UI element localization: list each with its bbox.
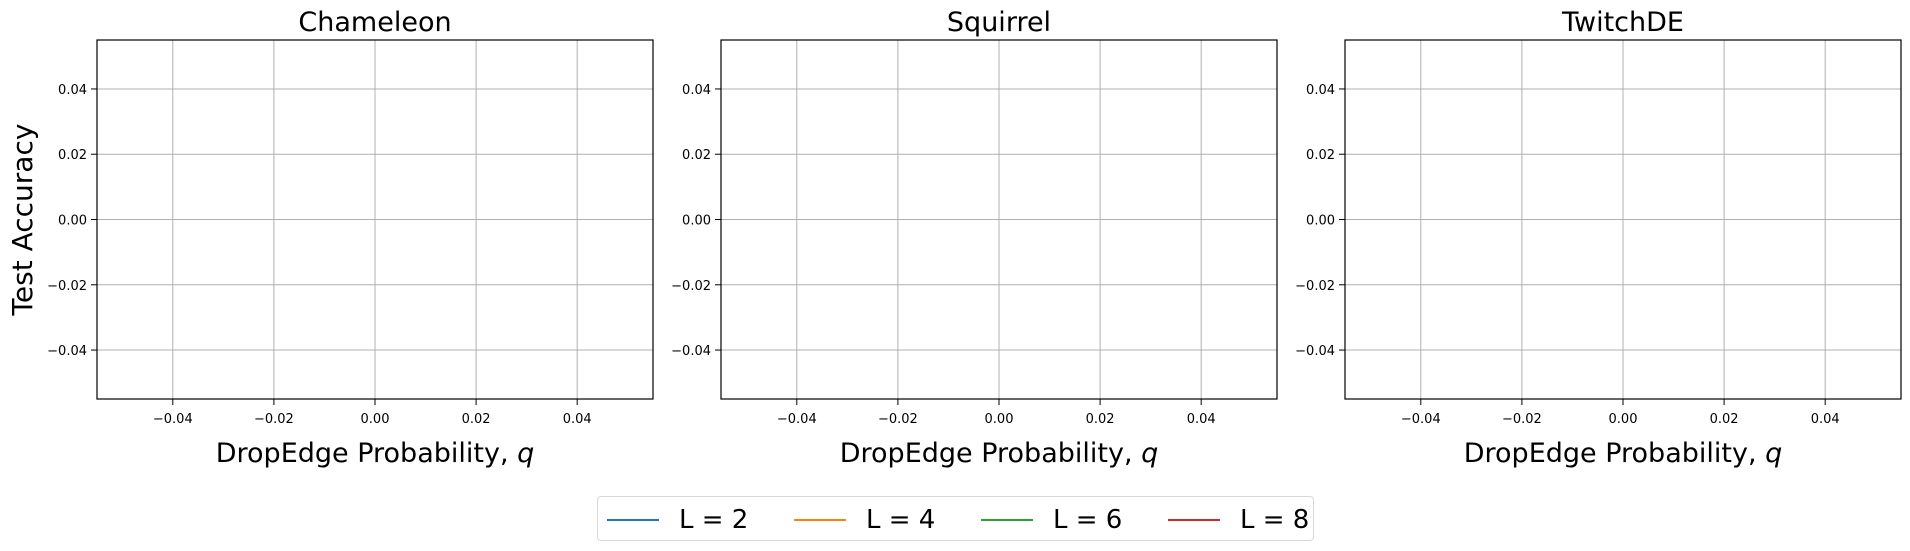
y-axis-label: Test Accuracy [6, 124, 39, 317]
legend-entry-l6: L = 6 [981, 497, 1122, 542]
y-tick-label: −0.02 [671, 279, 711, 294]
chart-title: Chameleon [298, 7, 451, 38]
x-tick-label: −0.04 [1401, 412, 1441, 427]
legend-label-l6: L = 6 [1053, 504, 1123, 535]
x-tick-label: 0.04 [1811, 412, 1840, 427]
y-tick-label: 0.02 [1306, 148, 1335, 163]
y-tick-label: 0.00 [58, 214, 87, 229]
legend-label-l8: L = 8 [1240, 504, 1310, 535]
axes-frame [96, 39, 654, 400]
legend-swatch-l2 [607, 518, 659, 521]
y-tick-label: 0.02 [682, 148, 711, 163]
axes-frame [1344, 39, 1902, 400]
x-tick-label: 0.02 [462, 412, 491, 427]
x-tick-label: 0.02 [1086, 412, 1115, 427]
y-tick-label: 0.02 [58, 148, 87, 163]
chart-panel-1: −0.04 −0.02 0.00 0.02 0.04 −0.04 −0.02 0.00 0.02… [671, 7, 1278, 469]
y-tick-label: 0.04 [682, 83, 711, 98]
chart-title: Squirrel [947, 7, 1051, 38]
y-tick-label: −0.04 [1295, 344, 1335, 359]
y-tick-label: 0.00 [1306, 214, 1335, 229]
axes-frame [720, 39, 1278, 400]
legend-label-l2: L = 2 [679, 504, 749, 535]
y-tick-label: −0.04 [47, 344, 87, 359]
x-tick-label: −0.02 [878, 412, 918, 427]
chart-panel-0: −0.04 −0.02 0.00 0.02 0.04 −0.04 −0.02 0.00 0.02… [6, 7, 654, 469]
chart-panel-2: −0.04 −0.02 0.00 0.02 0.04 −0.04 −0.02 0.00 0.02… [1295, 7, 1902, 469]
legend-label-l4: L = 4 [866, 504, 936, 535]
legend-swatch-l4 [794, 518, 846, 521]
x-tick-label: −0.02 [254, 412, 294, 427]
chart-title: TwitchDE [1561, 7, 1684, 38]
x-axis-label: DropEdge Probability, q [216, 438, 535, 469]
y-tick-label: −0.04 [671, 344, 711, 359]
x-tick-label: −0.04 [153, 412, 193, 427]
y-tick-label: 0.04 [58, 83, 87, 98]
legend-swatch-l8 [1168, 518, 1220, 521]
legend-entry-l2: L = 2 [607, 497, 748, 542]
x-tick-label: −0.02 [1502, 412, 1542, 427]
legend-entry-l8: L = 8 [1168, 497, 1309, 542]
y-tick-label: −0.02 [47, 279, 87, 294]
x-tick-label: 0.04 [1187, 412, 1216, 427]
y-tick-label: −0.02 [1295, 279, 1335, 294]
x-tick-label: 0.00 [985, 412, 1014, 427]
x-tick-label: 0.04 [563, 412, 592, 427]
legend: L = 2 L = 4 L = 6 L = 8 [597, 496, 1314, 541]
y-tick-label: 0.00 [682, 214, 711, 229]
y-tick-label: 0.04 [1306, 83, 1335, 98]
x-axis-label: DropEdge Probability, q [840, 438, 1159, 469]
x-axis-label: DropEdge Probability, q [1464, 438, 1783, 469]
legend-swatch-l6 [981, 518, 1033, 521]
legend-entry-l4: L = 4 [794, 497, 935, 542]
x-tick-label: 0.00 [1609, 412, 1638, 427]
x-tick-label: 0.02 [1710, 412, 1739, 427]
x-tick-label: 0.00 [361, 412, 390, 427]
x-tick-label: −0.04 [777, 412, 817, 427]
